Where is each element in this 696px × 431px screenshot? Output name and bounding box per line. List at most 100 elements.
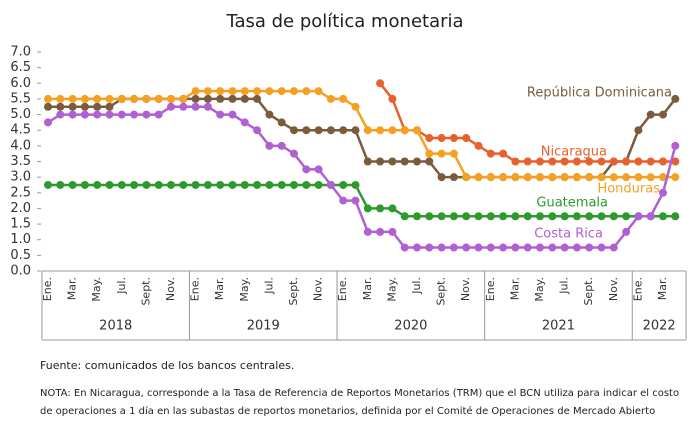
point [68,110,77,119]
series-line [48,89,676,179]
x-tick-label: Nov. [312,277,325,301]
x-tick-label: Nov. [607,277,620,301]
point [536,157,544,166]
point [167,180,175,189]
point [105,180,114,189]
point [265,180,274,189]
x-tick-label: Jul. [262,277,275,295]
x-tick-label: Mar. [66,277,79,300]
y-tick-label: 0.5 [10,248,31,263]
point [486,149,495,158]
point [659,173,667,182]
y-tick-label: 6.5 [10,60,31,75]
point [351,102,360,111]
point [191,180,200,189]
y-tick-label: 6.0 [10,76,31,91]
point [363,227,372,236]
point [277,87,286,96]
point [203,94,212,103]
series-line [47,105,677,249]
y-tick-label: 1.0 [10,232,31,247]
point [228,87,237,96]
point [253,180,262,189]
point [253,94,262,103]
point [376,227,385,236]
point [474,141,483,150]
x-tick-label: Ene. [41,277,54,301]
point [216,87,225,96]
point [597,243,606,252]
point [560,173,569,182]
x-tick-label: Mar. [361,277,374,300]
x-tick-label: Sept. [287,277,300,306]
x-tick-label: Mar. [213,277,226,300]
point [646,110,655,119]
point [228,110,237,119]
point [314,180,323,189]
point [536,243,544,252]
point [130,180,139,189]
y-tick-label: 0.0 [10,264,31,279]
point [351,126,360,135]
x-tick-label: Jul. [410,277,423,295]
point [339,196,348,205]
point [486,243,495,252]
point [191,94,200,103]
point [216,110,225,119]
point [154,94,163,103]
point [659,157,667,166]
point [80,94,89,103]
x-tick-label: May. [533,277,546,302]
point [462,243,471,252]
point [154,180,163,189]
point [523,212,532,221]
x-group-label: 2021 [542,319,575,334]
point [425,134,434,143]
point [376,79,385,88]
point [511,173,520,182]
point [560,157,569,166]
point [80,102,89,111]
x-group-label: 2020 [394,319,427,334]
point [646,173,655,182]
x-group-label: 2022 [643,319,676,334]
x-tick-label: Sept. [139,277,152,306]
point [240,180,249,189]
point [314,165,323,174]
point [462,134,471,143]
x-tick-label: Nov. [164,277,177,301]
point [80,110,89,119]
point [179,180,188,189]
point [80,180,89,189]
point [511,212,520,221]
x-tick-label: Ene. [631,277,644,301]
point [671,157,680,166]
point [191,102,200,111]
point [671,141,680,150]
point [290,87,298,96]
point [142,94,151,103]
y-tick-label: 2.5 [10,185,31,200]
point [314,126,323,135]
point [117,180,126,189]
point [203,102,212,111]
point [93,94,102,103]
point [388,94,397,103]
point [609,212,618,221]
point [253,87,262,96]
point [548,157,557,166]
x-tick-label: May. [90,277,103,302]
point [290,126,298,135]
point [659,110,667,119]
point [437,212,446,221]
x-group-label: 2019 [247,319,280,334]
x-tick-label: Mar. [508,277,521,300]
series-label: Nicaragua [541,145,607,160]
point [413,243,421,252]
point [597,212,606,221]
point [179,94,188,103]
point [363,157,372,166]
x-tick-label: Ene. [484,277,497,301]
point [548,243,557,252]
